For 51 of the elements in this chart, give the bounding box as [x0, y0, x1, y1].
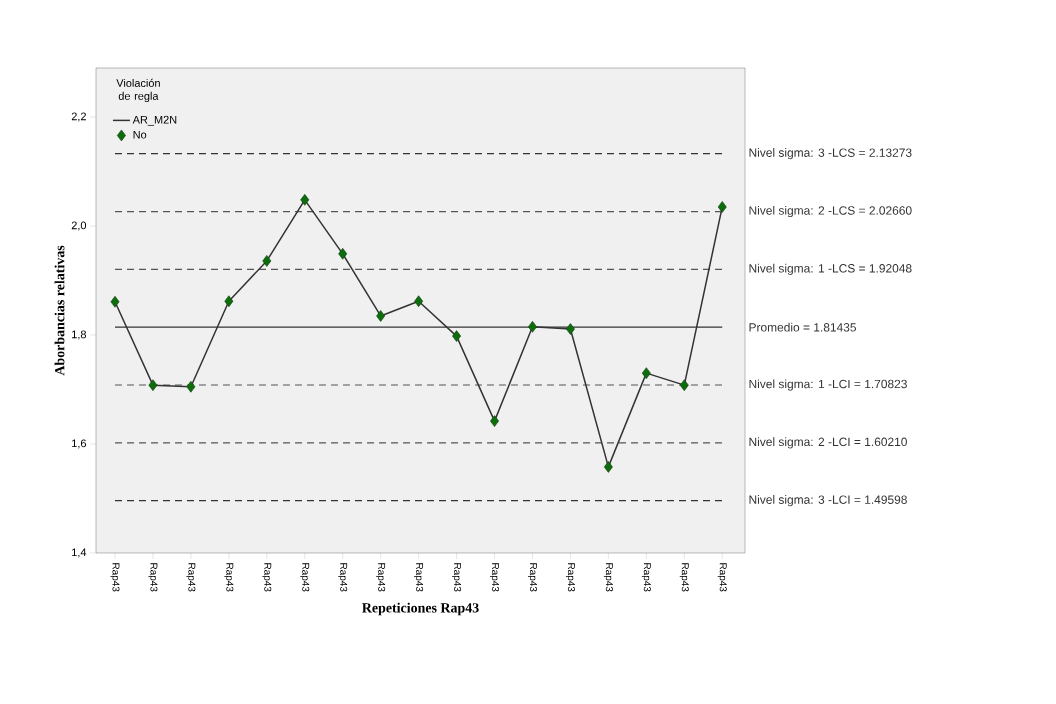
point [490, 415, 499, 427]
x-tick-label: Rap43 [148, 563, 158, 592]
y-tick-label: 2,2 [71, 112, 86, 122]
point [566, 323, 575, 335]
point [110, 295, 120, 308]
x-tick-label: Rap43 [452, 563, 462, 592]
x-tick-label: Rap43 [186, 563, 196, 592]
point [186, 380, 196, 393]
x-tick-label: Rap43 [641, 563, 651, 592]
ref-line-label: Promedio = 1.81435 [749, 322, 856, 332]
x-tick-label: Rap43 [565, 563, 575, 592]
point [528, 321, 537, 333]
y-axis-title: Aborbancias relativas [54, 245, 65, 376]
ref-line-label: Nivel sigma: 1 -LCS = 1.92048 [749, 263, 912, 275]
x-tick-label: Rap43 [376, 563, 386, 592]
ref-line-label: Nivel sigma: 3 -LCS = 2.13273 [749, 148, 912, 160]
x-tick-label: Rap43 [717, 563, 727, 592]
x-tick-label: Rap43 [110, 563, 120, 592]
y-tick-label: 1,8 [72, 330, 87, 340]
point [603, 461, 613, 473]
y-tick-label: 1,4 [72, 548, 87, 558]
x-tick-label: Rap43 [527, 563, 537, 592]
x-tick-label: Rap43 [262, 563, 272, 592]
ref-line-label: Nivel sigma: 3 -LCI = 1.49598 [749, 495, 907, 507]
point [300, 194, 310, 206]
point [641, 367, 651, 379]
x-tick-label: Rap43 [338, 563, 348, 592]
y-tick-label: 2,0 [71, 221, 87, 231]
point [452, 330, 461, 342]
x-tick-label: Rap43 [224, 563, 234, 592]
point [414, 295, 424, 308]
point [148, 379, 158, 391]
point [262, 255, 272, 267]
x-tick-label: Rap43 [603, 563, 613, 592]
point [224, 295, 234, 308]
legend-label: No [133, 130, 147, 139]
x-tick-label: Rap43 [679, 563, 689, 592]
legend-label: AR_M2N [132, 115, 177, 126]
y-tick-label: 1,6 [72, 439, 87, 449]
ref-line-label: Nivel sigma: 1 -LCI = 1.70823 [749, 379, 907, 391]
ref-line-label: Nivel sigma: 2 -LCI = 1.60210 [749, 437, 907, 449]
x-tick-label: Rap43 [414, 563, 424, 592]
point [717, 201, 727, 213]
legend-title: Violación de regla [116, 78, 160, 103]
point [376, 310, 386, 322]
ref-line-label: Nivel sigma: 2 -LCS = 2.02660 [749, 205, 912, 218]
x-tick-label: Rap43 [300, 563, 310, 592]
x-axis-title: Repeticiones Rap43 [362, 602, 479, 616]
point [338, 248, 348, 260]
point [679, 379, 689, 391]
x-tick-label: Rap43 [490, 563, 500, 592]
